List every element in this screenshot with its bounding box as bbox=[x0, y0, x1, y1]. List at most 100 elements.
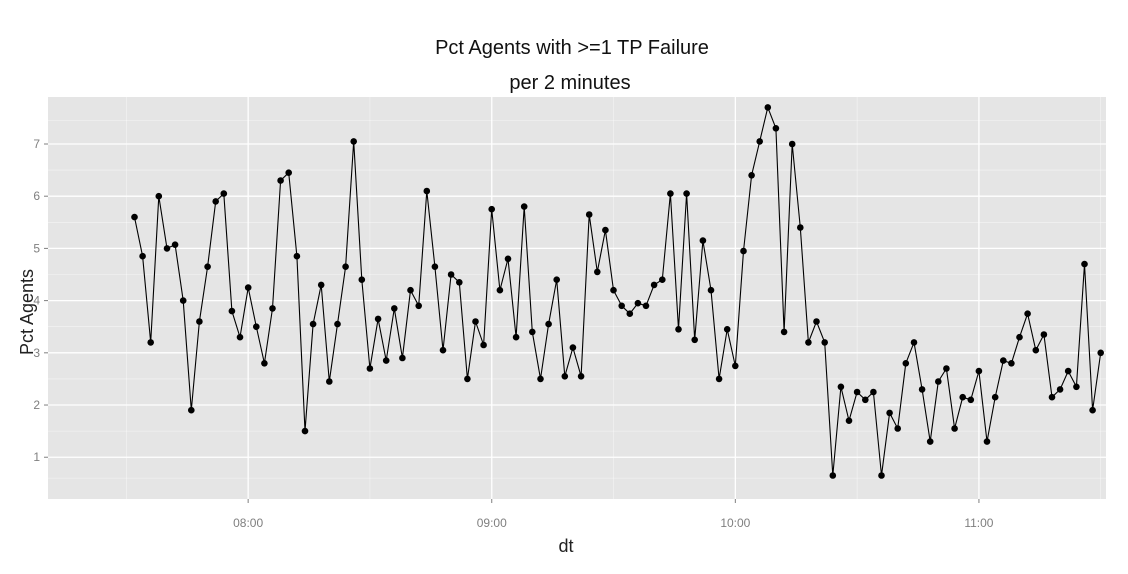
data-point bbox=[780, 328, 788, 336]
data-point bbox=[366, 365, 374, 372]
data-point bbox=[943, 365, 950, 372]
data-point bbox=[837, 383, 845, 391]
chart-subtitle: per 2 minutes bbox=[509, 72, 630, 94]
data-point bbox=[277, 177, 284, 184]
y-tick-label: 6 bbox=[33, 189, 40, 203]
data-point bbox=[407, 286, 414, 294]
data-point bbox=[845, 417, 853, 425]
data-points bbox=[131, 104, 1104, 479]
data-point bbox=[659, 276, 666, 284]
data-point bbox=[529, 328, 536, 336]
data-point bbox=[983, 438, 991, 445]
data-point bbox=[317, 281, 325, 289]
data-point bbox=[196, 318, 203, 325]
data-point bbox=[610, 286, 617, 294]
data-point bbox=[1056, 386, 1064, 393]
chart-title: Pct Agents with >=1 TP Failure bbox=[435, 37, 709, 59]
x-tick-label: 10:00 bbox=[720, 516, 750, 530]
plot-panel bbox=[48, 97, 1106, 499]
y-tick-label: 2 bbox=[33, 398, 40, 412]
data-point bbox=[212, 198, 219, 205]
data-point bbox=[918, 386, 926, 393]
data-point bbox=[926, 438, 934, 445]
y-axis-title: Pct Agents bbox=[17, 269, 37, 355]
y-tick-label: 7 bbox=[33, 137, 40, 151]
data-point bbox=[553, 276, 560, 284]
data-point bbox=[358, 276, 366, 284]
data-point bbox=[894, 425, 901, 432]
data-point bbox=[488, 205, 496, 213]
data-point bbox=[391, 305, 398, 312]
data-point bbox=[423, 187, 431, 195]
data-point bbox=[650, 281, 658, 289]
data-point bbox=[991, 393, 999, 401]
data-point bbox=[447, 271, 455, 278]
data-point bbox=[772, 125, 780, 132]
data-point bbox=[951, 425, 958, 432]
data-point bbox=[399, 354, 406, 362]
data-point bbox=[220, 190, 228, 197]
data-point bbox=[236, 333, 244, 341]
data-point bbox=[569, 344, 577, 351]
data-point bbox=[456, 279, 463, 286]
data-point bbox=[683, 190, 690, 197]
x-axis-title: dt bbox=[558, 536, 573, 556]
data-point bbox=[496, 286, 504, 294]
data-point bbox=[886, 409, 893, 417]
data-point bbox=[740, 247, 747, 255]
data-point bbox=[139, 252, 146, 260]
data-point bbox=[293, 252, 301, 260]
data-point bbox=[1064, 367, 1072, 375]
data-point bbox=[707, 286, 715, 294]
data-point bbox=[675, 326, 682, 333]
data-point bbox=[821, 339, 828, 346]
data-point bbox=[147, 339, 154, 346]
data-point bbox=[545, 320, 552, 328]
data-point bbox=[813, 318, 820, 325]
data-point bbox=[723, 326, 731, 333]
data-point bbox=[472, 318, 479, 325]
data-point bbox=[642, 302, 650, 310]
data-point bbox=[585, 211, 593, 218]
data-point bbox=[1008, 360, 1015, 367]
data-point bbox=[171, 241, 179, 248]
y-tick-label: 5 bbox=[33, 241, 40, 255]
data-point bbox=[520, 203, 528, 210]
data-point bbox=[415, 302, 423, 310]
y-tick-label: 1 bbox=[33, 450, 40, 464]
data-point bbox=[618, 302, 625, 310]
data-point bbox=[667, 190, 674, 197]
data-point bbox=[155, 192, 163, 200]
data-point bbox=[179, 297, 187, 304]
data-point bbox=[285, 169, 293, 176]
data-point bbox=[691, 336, 698, 344]
data-point bbox=[602, 226, 609, 234]
data-point bbox=[1024, 310, 1031, 318]
data-point bbox=[431, 263, 439, 271]
data-point bbox=[764, 104, 772, 111]
data-point bbox=[853, 388, 861, 396]
data-point bbox=[350, 138, 358, 145]
data-point bbox=[252, 323, 260, 331]
data-point bbox=[382, 357, 390, 364]
data-point bbox=[537, 375, 544, 383]
data-point bbox=[480, 341, 487, 349]
data-point bbox=[910, 339, 918, 346]
x-tick-label: 11:00 bbox=[964, 516, 993, 530]
data-point bbox=[715, 375, 723, 383]
data-point bbox=[829, 472, 837, 479]
data-point bbox=[504, 255, 512, 263]
data-point bbox=[732, 362, 739, 370]
data-point bbox=[862, 396, 869, 404]
data-point bbox=[935, 378, 942, 385]
data-point bbox=[1040, 331, 1048, 338]
data-point bbox=[788, 140, 796, 148]
data-point bbox=[756, 138, 763, 145]
data-point bbox=[439, 346, 447, 354]
data-point bbox=[975, 367, 983, 375]
data-point bbox=[464, 375, 471, 383]
data-point bbox=[594, 268, 601, 276]
data-point bbox=[261, 360, 268, 367]
data-point bbox=[1000, 357, 1007, 364]
